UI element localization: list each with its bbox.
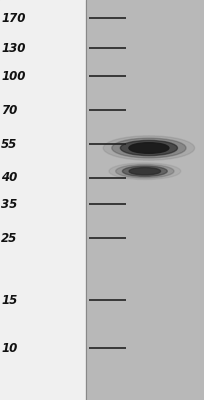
- Bar: [86, 0, 204, 400]
- Ellipse shape: [109, 163, 181, 180]
- Ellipse shape: [116, 164, 174, 178]
- Text: 130: 130: [1, 42, 25, 54]
- Text: 35: 35: [1, 198, 17, 210]
- Text: 170: 170: [1, 12, 25, 24]
- Text: 15: 15: [1, 294, 17, 306]
- Ellipse shape: [120, 140, 177, 156]
- Ellipse shape: [112, 138, 186, 158]
- Ellipse shape: [103, 136, 195, 160]
- Bar: [0, 0, 86, 400]
- Text: 40: 40: [1, 172, 17, 184]
- Text: 10: 10: [1, 342, 17, 354]
- Text: 100: 100: [1, 70, 25, 82]
- Ellipse shape: [122, 166, 167, 176]
- Ellipse shape: [129, 143, 169, 153]
- Text: 25: 25: [1, 232, 17, 244]
- Text: 55: 55: [1, 138, 17, 150]
- Text: 70: 70: [1, 104, 17, 116]
- Ellipse shape: [129, 168, 161, 175]
